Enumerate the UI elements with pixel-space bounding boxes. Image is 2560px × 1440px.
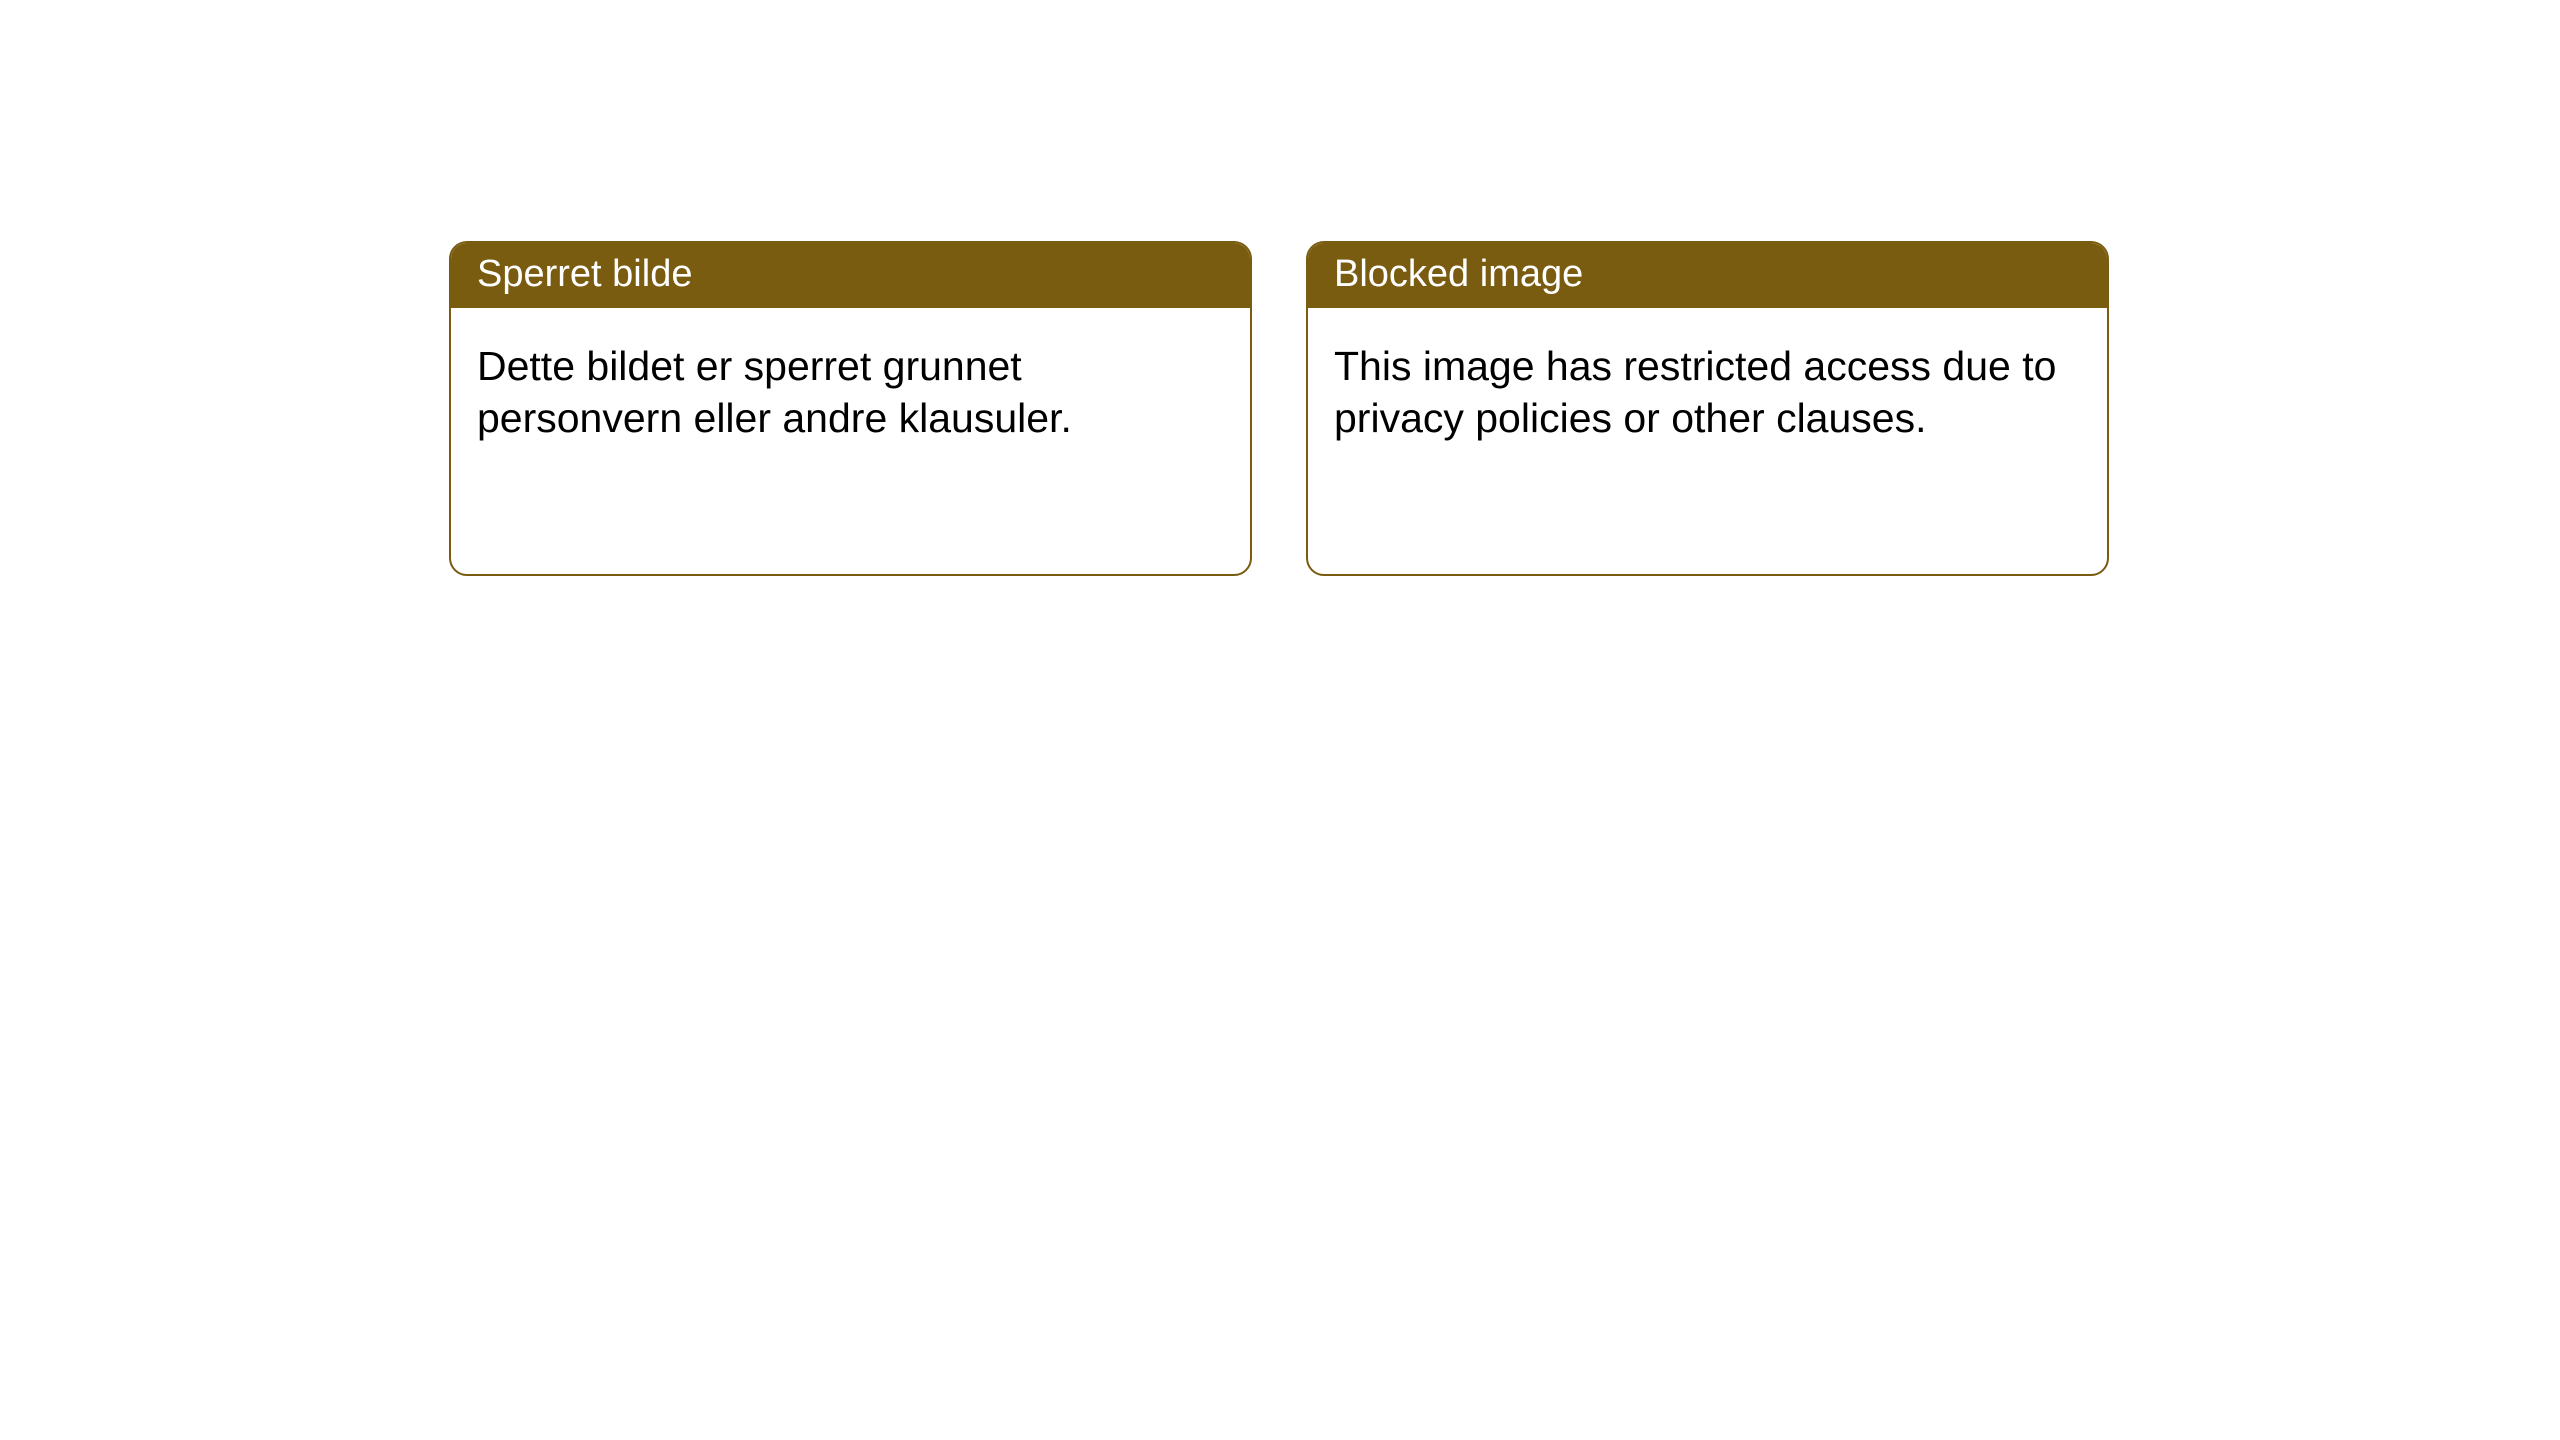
notice-box-english: Blocked image This image has restricted … [1306, 241, 2109, 576]
notice-header: Blocked image [1308, 243, 2107, 308]
notice-body: This image has restricted access due to … [1308, 308, 2107, 477]
notice-header: Sperret bilde [451, 243, 1250, 308]
notice-box-norwegian: Sperret bilde Dette bildet er sperret gr… [449, 241, 1252, 576]
notice-body: Dette bildet er sperret grunnet personve… [451, 308, 1250, 477]
notice-container: Sperret bilde Dette bildet er sperret gr… [0, 0, 2560, 576]
